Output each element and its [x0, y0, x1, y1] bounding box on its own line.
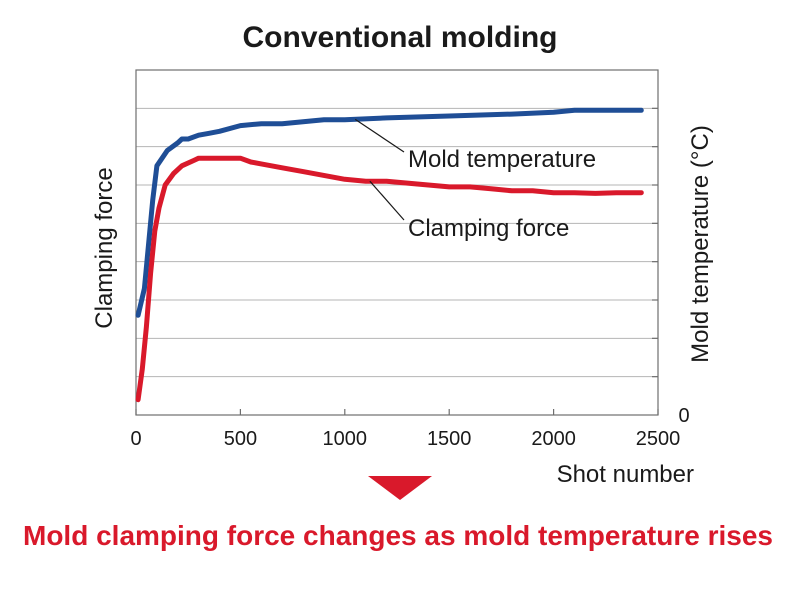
x-axis-tick-label: 0: [130, 428, 141, 450]
down-arrow: [368, 476, 432, 500]
annotations-group: Mold temperature Clamping force: [354, 118, 596, 242]
chart-title: Conventional molding: [243, 21, 558, 54]
series-line-mold-temperature: [135, 107, 644, 318]
x-axis-tick-label: 500: [224, 428, 257, 450]
series-line-clamping-force: [135, 155, 644, 403]
x-axis-tick-label: 1500: [427, 428, 472, 450]
x-axis-tick-label: 2000: [531, 428, 576, 450]
x-axis-label: Shot number: [557, 461, 694, 488]
x-axis-tick-label: 1000: [323, 428, 368, 450]
right-axis-tick-label: 0: [678, 405, 689, 427]
series-group: [135, 107, 644, 403]
y-axis-label-left: Clamping force: [91, 167, 118, 328]
right-axis-ticks: 0: [652, 107, 690, 427]
x-axis-ticks: 0 500 1000 1500 2000 2500: [130, 409, 680, 450]
x-axis-tick-label: 2500: [636, 428, 681, 450]
plot-frame: [135, 69, 659, 416]
annotation-leader: [354, 118, 405, 153]
annotation-leader: [369, 180, 405, 221]
grid: [136, 107, 658, 378]
caption: Mold clamping force changes as mold temp…: [23, 520, 773, 551]
annotation-label: Clamping force: [408, 215, 569, 242]
annotation-label: Mold temperature: [408, 146, 596, 173]
y-axis-label-right: Mold temperature (°C): [687, 125, 714, 363]
